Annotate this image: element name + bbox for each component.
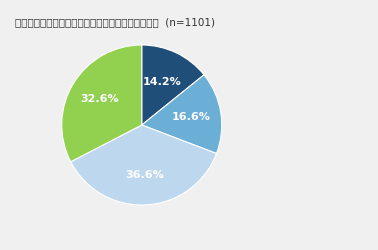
Text: 「データセンター」という言葉を知っていますか？  (n=1101): 「データセンター」という言葉を知っていますか？ (n=1101) [15,18,215,28]
Text: 16.6%: 16.6% [171,112,210,122]
Text: 14.2%: 14.2% [143,77,182,87]
Wedge shape [142,75,222,154]
Text: 32.6%: 32.6% [80,94,119,104]
Wedge shape [142,45,204,125]
Text: 36.6%: 36.6% [125,170,164,179]
Wedge shape [62,45,142,162]
Wedge shape [71,125,217,205]
